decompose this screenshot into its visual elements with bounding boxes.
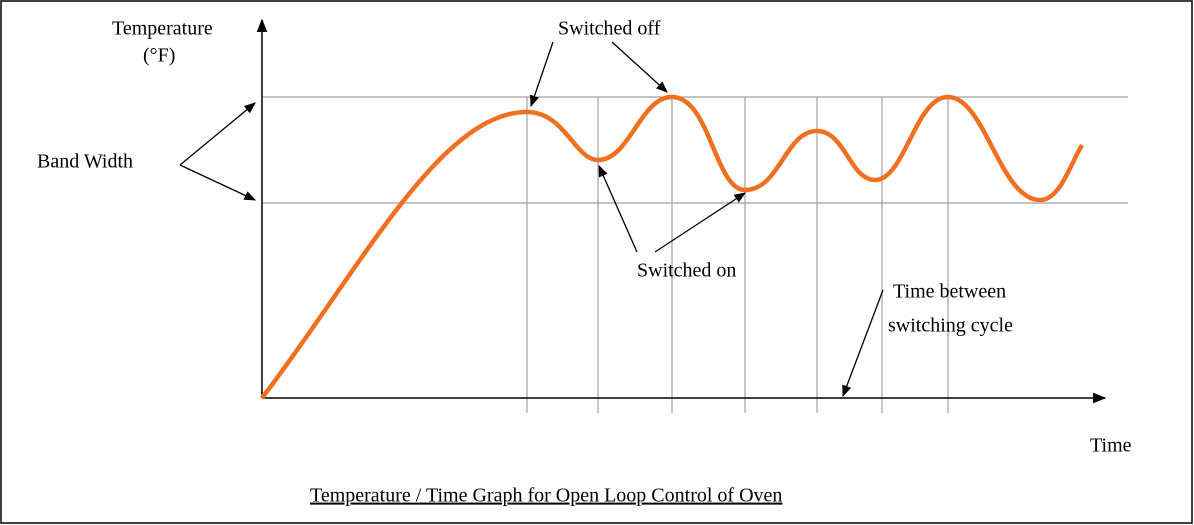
band-lines bbox=[262, 96, 1128, 204]
switched-off-label: Switched off bbox=[558, 18, 661, 40]
arrow bbox=[598, 164, 638, 253]
switched-on-label: Switched on bbox=[637, 260, 736, 282]
arrow bbox=[529, 41, 554, 108]
arrow bbox=[179, 102, 256, 166]
cycle-time-label: Time between bbox=[893, 281, 1006, 303]
arrow bbox=[611, 41, 668, 93]
arrow bbox=[179, 164, 257, 201]
cycle-time-label: switching cycle bbox=[888, 315, 1013, 337]
temperature-curve bbox=[260, 94, 1084, 400]
arrow bbox=[842, 289, 884, 398]
switch-lines bbox=[526, 97, 949, 413]
band-width-label: Band Width bbox=[37, 151, 133, 173]
y-axis-unit: (°F) bbox=[143, 45, 175, 67]
y-axis-label: Temperature bbox=[112, 18, 213, 40]
x-axis-label: Time bbox=[1090, 435, 1132, 457]
caption: Temperature / Time Graph for Open Loop C… bbox=[310, 485, 782, 507]
arrow bbox=[654, 192, 746, 253]
